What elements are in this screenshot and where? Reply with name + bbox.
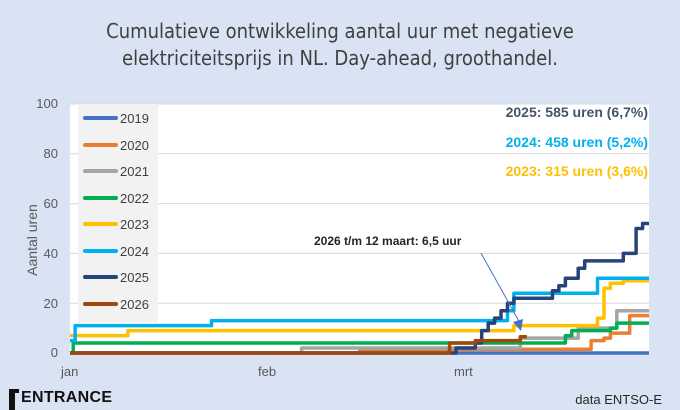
legend-label: 2021 <box>120 163 149 179</box>
logo-mark-icon <box>9 389 19 410</box>
legend-swatch <box>83 169 118 173</box>
legend-label: 2019 <box>120 110 149 126</box>
legend-swatch <box>83 116 118 120</box>
entrance-logo: ENTRANCE <box>9 389 112 410</box>
title-line-1: Cumulatieve ontwikkeling aantal uur met … <box>106 19 574 43</box>
legend-item-2025: 2025 <box>83 269 149 285</box>
plot-background <box>70 104 649 354</box>
legend: 2019 2020 2021 2022 2023 2024 2025 2026 <box>78 104 158 324</box>
series-line-2026 <box>70 335 527 355</box>
legend-swatch <box>83 275 118 279</box>
x-tick-mrt: mrt <box>454 364 473 379</box>
x-tick-jan: jan <box>61 364 79 379</box>
y-tick-100: 100 <box>36 96 58 111</box>
legend-item-2023: 2023 <box>83 216 149 232</box>
series-line-2020 <box>70 313 649 355</box>
legend-swatch <box>83 196 118 200</box>
legend-swatch <box>83 143 118 147</box>
legend-label: 2024 <box>120 243 149 259</box>
title-line-2: elektriciteitsprijs in NL. Day-ahead, gr… <box>122 46 558 70</box>
legend-item-2022: 2022 <box>83 190 149 206</box>
legend-item-2019: 2019 <box>83 110 149 126</box>
y-tick-40: 40 <box>43 246 58 261</box>
legend-label: 2025 <box>120 269 149 285</box>
legend-swatch <box>83 302 118 306</box>
series-lines <box>70 221 649 355</box>
total-2023: 2023: 315 uren (3,6%) <box>505 163 648 179</box>
legend-item-2026: 2026 <box>83 296 149 312</box>
legend-label: 2022 <box>120 190 149 206</box>
annotation-2026: 2026 t/m 12 maart: 6,5 uur <box>314 234 462 248</box>
y-tick-20: 20 <box>43 296 58 311</box>
y-tick-0: 0 <box>50 345 58 360</box>
legend-label: 2020 <box>120 137 149 153</box>
logo-text: ENTRANCE <box>21 389 113 406</box>
total-2025: 2025: 585 uren (6,7%) <box>505 104 648 120</box>
x-tick-feb: feb <box>258 364 277 379</box>
chart-title: Cumulatieve ontwikkeling aantal uur met … <box>0 18 680 72</box>
y-tick-80: 80 <box>43 146 58 161</box>
series-line-2023 <box>70 279 649 338</box>
total-2024: 2024: 458 uren (5,2%) <box>505 134 648 150</box>
annotation-arrow <box>480 252 523 331</box>
gridlines <box>70 103 649 304</box>
series-line-2021 <box>70 308 649 355</box>
legend-item-2020: 2020 <box>83 137 149 153</box>
series-line-2022 <box>70 321 649 355</box>
series-line-2024 <box>70 276 649 343</box>
legend-label: 2026 <box>120 296 149 312</box>
legend-label: 2023 <box>120 216 149 232</box>
y-tick-60: 60 <box>43 196 58 211</box>
series-line-2025 <box>70 221 649 355</box>
legend-swatch <box>83 222 118 226</box>
legend-item-2021: 2021 <box>83 163 149 179</box>
legend-item-2024: 2024 <box>83 243 149 259</box>
legend-swatch <box>83 249 118 253</box>
data-source: data ENTSO-E <box>575 392 662 407</box>
y-axis-label: Aantal uren <box>24 204 40 276</box>
